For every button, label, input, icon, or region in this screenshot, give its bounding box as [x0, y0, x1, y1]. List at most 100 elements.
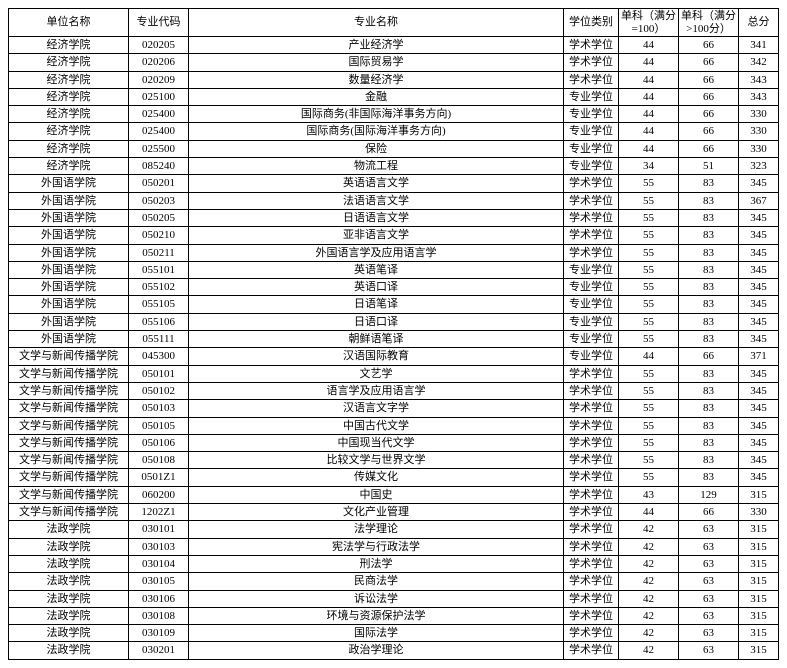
cell-unit: 外国语学院 — [9, 261, 129, 278]
cell-score2: 66 — [679, 71, 739, 88]
cell-major: 传媒文化 — [189, 469, 564, 486]
header-code: 专业代码 — [129, 9, 189, 37]
cell-code: 050211 — [129, 244, 189, 261]
cell-code: 085240 — [129, 158, 189, 175]
cell-score2: 63 — [679, 538, 739, 555]
cell-unit: 经济学院 — [9, 158, 129, 175]
header-total: 总分 — [739, 9, 779, 37]
cell-degree: 学术学位 — [564, 642, 619, 659]
cell-total: 345 — [739, 279, 779, 296]
cell-degree: 学术学位 — [564, 590, 619, 607]
cell-code: 025500 — [129, 140, 189, 157]
cell-score1: 44 — [619, 348, 679, 365]
cell-degree: 学术学位 — [564, 625, 619, 642]
cell-degree: 学术学位 — [564, 555, 619, 572]
cell-degree: 学术学位 — [564, 209, 619, 226]
cell-score1: 44 — [619, 37, 679, 54]
cell-score2: 83 — [679, 400, 739, 417]
cell-major: 金融 — [189, 88, 564, 105]
cell-major: 中国现当代文学 — [189, 434, 564, 451]
cell-score1: 44 — [619, 140, 679, 157]
cell-degree: 专业学位 — [564, 331, 619, 348]
cell-code: 030106 — [129, 590, 189, 607]
table-row: 文学与新闻传播学院050106中国现当代文学学术学位5583345 — [9, 434, 779, 451]
table-row: 经济学院020209数量经济学学术学位4466343 — [9, 71, 779, 88]
cell-major: 民商法学 — [189, 573, 564, 590]
cell-unit: 法政学院 — [9, 607, 129, 624]
cell-total: 367 — [739, 192, 779, 209]
cell-unit: 经济学院 — [9, 88, 129, 105]
cell-code: 025400 — [129, 106, 189, 123]
cell-major: 国际商务(国际海洋事务方向) — [189, 123, 564, 140]
cell-code: 030108 — [129, 607, 189, 624]
cell-major: 文化产业管理 — [189, 504, 564, 521]
cell-major: 日语语言文学 — [189, 209, 564, 226]
cell-score1: 55 — [619, 244, 679, 261]
cell-score1: 55 — [619, 227, 679, 244]
cell-score1: 43 — [619, 486, 679, 503]
cell-score1: 42 — [619, 555, 679, 572]
cell-unit: 文学与新闻传播学院 — [9, 469, 129, 486]
cell-score2: 63 — [679, 555, 739, 572]
cell-code: 1202Z1 — [129, 504, 189, 521]
cell-score2: 83 — [679, 469, 739, 486]
cell-major: 朝鲜语笔译 — [189, 331, 564, 348]
table-row: 文学与新闻传播学院050101文艺学学术学位5583345 — [9, 365, 779, 382]
cell-major: 英语笔译 — [189, 261, 564, 278]
cell-degree: 学术学位 — [564, 400, 619, 417]
cell-degree: 学术学位 — [564, 382, 619, 399]
cell-unit: 外国语学院 — [9, 313, 129, 330]
cell-code: 050210 — [129, 227, 189, 244]
cell-unit: 外国语学院 — [9, 296, 129, 313]
cell-score2: 66 — [679, 88, 739, 105]
cell-total: 315 — [739, 521, 779, 538]
cell-total: 341 — [739, 37, 779, 54]
cell-score1: 55 — [619, 469, 679, 486]
cell-code: 020209 — [129, 71, 189, 88]
cell-code: 060200 — [129, 486, 189, 503]
cell-degree: 学术学位 — [564, 71, 619, 88]
cell-major: 中国史 — [189, 486, 564, 503]
cell-degree: 学术学位 — [564, 37, 619, 54]
cell-major: 外国语言学及应用语言学 — [189, 244, 564, 261]
cell-score1: 55 — [619, 434, 679, 451]
table-row: 法政学院030105民商法学学术学位4263315 — [9, 573, 779, 590]
header-major: 专业名称 — [189, 9, 564, 37]
cell-score2: 83 — [679, 244, 739, 261]
table-row: 外国语学院050211外国语言学及应用语言学学术学位5583345 — [9, 244, 779, 261]
cell-code: 055106 — [129, 313, 189, 330]
cell-score1: 55 — [619, 331, 679, 348]
cell-code: 055105 — [129, 296, 189, 313]
cell-total: 345 — [739, 469, 779, 486]
header-score1: 单科（满分=100） — [619, 9, 679, 37]
cell-unit: 外国语学院 — [9, 331, 129, 348]
cell-score2: 129 — [679, 486, 739, 503]
cell-degree: 专业学位 — [564, 140, 619, 157]
cell-score2: 63 — [679, 642, 739, 659]
cell-unit: 外国语学院 — [9, 209, 129, 226]
cell-unit: 文学与新闻传播学院 — [9, 348, 129, 365]
cell-degree: 学术学位 — [564, 417, 619, 434]
cell-code: 050105 — [129, 417, 189, 434]
cell-score1: 42 — [619, 590, 679, 607]
cell-total: 330 — [739, 140, 779, 157]
cell-score2: 63 — [679, 625, 739, 642]
cell-total: 315 — [739, 607, 779, 624]
cell-total: 345 — [739, 400, 779, 417]
cell-major: 国际法学 — [189, 625, 564, 642]
cell-score2: 83 — [679, 261, 739, 278]
cell-unit: 文学与新闻传播学院 — [9, 486, 129, 503]
cell-major: 刑法学 — [189, 555, 564, 572]
cell-total: 330 — [739, 106, 779, 123]
cell-score2: 83 — [679, 382, 739, 399]
cell-unit: 法政学院 — [9, 625, 129, 642]
cell-major: 国际贸易学 — [189, 54, 564, 71]
cell-unit: 文学与新闻传播学院 — [9, 417, 129, 434]
cell-unit: 经济学院 — [9, 71, 129, 88]
table-row: 文学与新闻传播学院050105中国古代文学学术学位5583345 — [9, 417, 779, 434]
cell-score1: 42 — [619, 521, 679, 538]
cell-unit: 法政学院 — [9, 573, 129, 590]
cell-degree: 专业学位 — [564, 158, 619, 175]
table-row: 外国语学院050201英语语言文学学术学位5583345 — [9, 175, 779, 192]
table-row: 文学与新闻传播学院1202Z1文化产业管理学术学位4466330 — [9, 504, 779, 521]
